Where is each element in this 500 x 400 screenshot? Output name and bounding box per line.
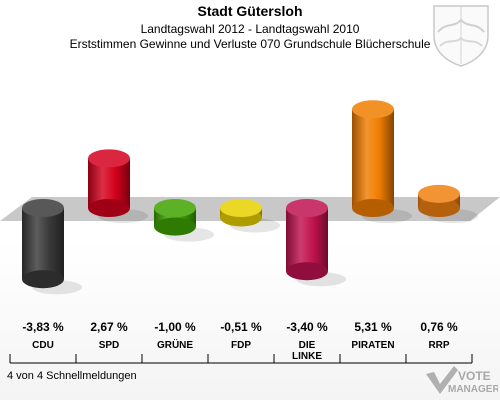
bar-rrp <box>418 184 478 223</box>
value-label: -3,83 % <box>22 320 64 334</box>
bar-bottom-cap <box>22 270 64 289</box>
chart-title: Stadt Gütersloh <box>197 3 303 19</box>
bar-bottom-cap <box>88 199 130 217</box>
bar-bottom-cap <box>286 262 328 281</box>
bar-top-cap <box>154 199 196 217</box>
category-label: SPD <box>99 340 120 351</box>
bar-body <box>352 109 394 208</box>
category-label: RRP <box>428 340 449 351</box>
bar-body <box>286 208 328 272</box>
bar-top-cap <box>286 199 328 217</box>
value-label: 0,76 % <box>420 320 458 334</box>
category-label: LINKE <box>292 351 322 362</box>
logo-text-vote: VOTE <box>458 369 491 383</box>
bar-bottom-cap <box>154 217 196 236</box>
category-label: FDP <box>231 340 251 351</box>
chart-subtitle: Landtagswahl 2012 - Landtagswahl 2010 <box>140 22 360 36</box>
value-label: 2,67 % <box>90 320 128 334</box>
category-label: CDU <box>32 340 54 351</box>
value-label: -3,40 % <box>286 320 328 334</box>
logo-text-manager: MANAGER <box>448 384 498 395</box>
value-label: 5,31 % <box>354 320 392 334</box>
coat-of-arms-icon <box>433 5 489 67</box>
bar-top-cap <box>352 100 394 119</box>
bar-cdu <box>22 199 82 295</box>
bar-spd <box>88 149 148 223</box>
bar-top-cap <box>88 149 130 168</box>
category-label: GRÜNE <box>157 338 193 351</box>
bar-piraten <box>352 100 412 223</box>
category-label: DIE <box>299 340 316 351</box>
bar-bottom-cap <box>418 199 460 217</box>
bar-grüne <box>154 199 214 242</box>
vote-manager-logo: VOTE MANAGER <box>426 366 498 395</box>
bar-fdp <box>220 199 280 233</box>
value-label: -1,00 % <box>154 320 196 334</box>
value-label: -0,51 % <box>220 320 262 334</box>
bar-bottom-cap <box>352 199 394 217</box>
report-count: 4 von 4 Schnellmeldungen <box>7 370 137 382</box>
bar-top-cap <box>22 199 64 217</box>
chart-description: Erststimmen Gewinne und Verluste 070 Gru… <box>69 37 431 51</box>
bar-die-linke <box>286 199 346 287</box>
bar-body <box>22 208 64 280</box>
bar-top-cap <box>418 184 460 203</box>
category-label: PIRATEN <box>351 340 394 351</box>
bar-top-cap <box>220 199 262 217</box>
